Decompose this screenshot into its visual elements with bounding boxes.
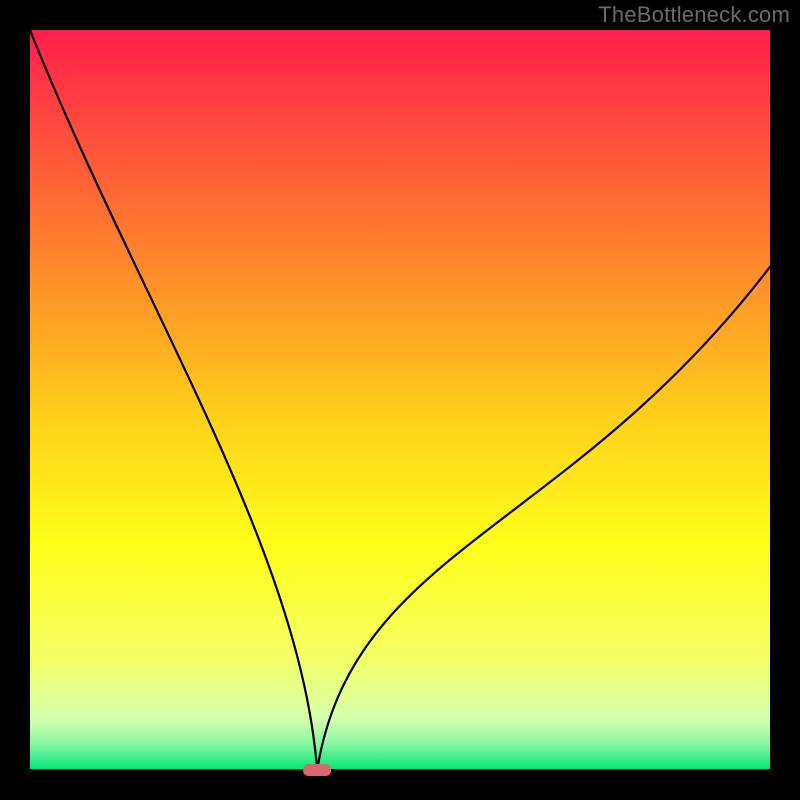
min-marker: [303, 764, 331, 776]
bottleneck-plot: [0, 0, 800, 800]
watermark-text: TheBottleneck.com: [598, 2, 790, 28]
chart-frame: TheBottleneck.com: [0, 0, 800, 800]
plot-background: [30, 30, 770, 770]
